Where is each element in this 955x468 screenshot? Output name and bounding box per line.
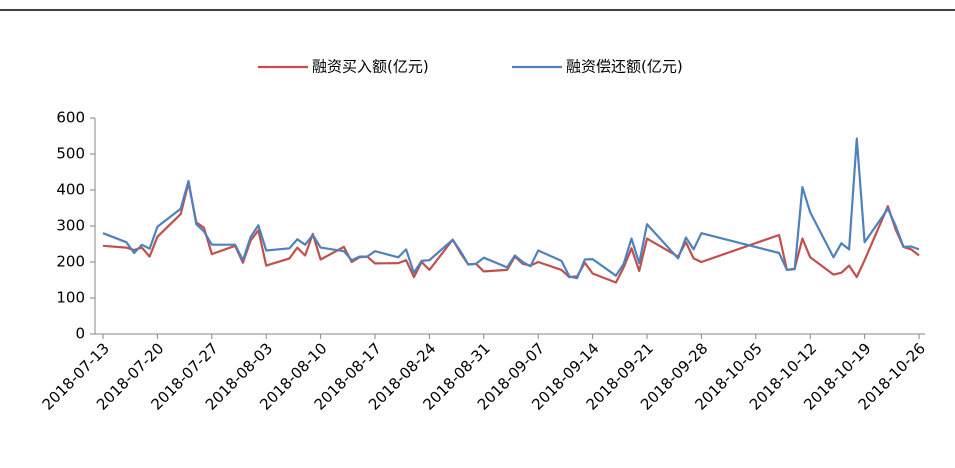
y-tick-label: 600	[56, 109, 85, 127]
y-tick-label: 400	[56, 181, 85, 199]
y-tick-label: 200	[56, 253, 85, 271]
y-tick-label: 0	[75, 325, 85, 343]
series-line	[102, 137, 920, 280]
legend-label: 融资买入额(亿元)	[312, 58, 429, 76]
y-tick-label: 100	[56, 289, 85, 307]
legend-label: 融资偿还额(亿元)	[566, 58, 683, 76]
y-tick-label: 300	[56, 217, 85, 235]
series-line	[102, 181, 920, 284]
y-tick-label: 500	[56, 145, 85, 163]
